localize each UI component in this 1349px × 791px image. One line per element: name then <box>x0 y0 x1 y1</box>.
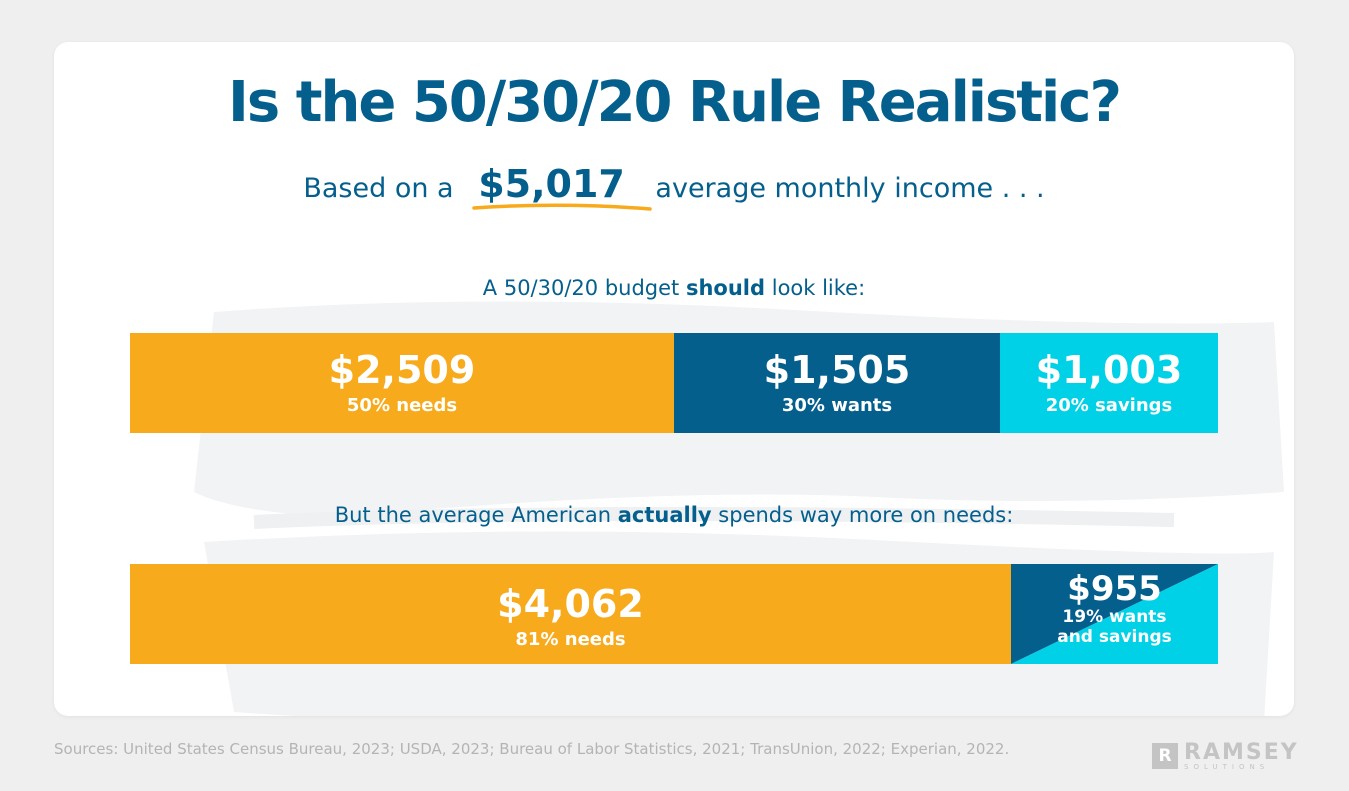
needs-caption: 50% needs <box>346 395 458 416</box>
wants-savings-caption-line1: 19% wants <box>1062 607 1167 627</box>
should-budget-bar: $2,509 50% needs $1,505 30% wants $1,003… <box>130 333 1218 433</box>
infographic-card: Is the 50/30/20 Rule Realistic? Based on… <box>54 42 1294 716</box>
logo-mark: R <box>1152 743 1178 769</box>
subtitle: Based on a $5,017 average monthly income… <box>54 162 1294 211</box>
ramsey-logo: R RAMSEY SOLUTIONS <box>1152 740 1299 773</box>
subtitle-prefix: Based on a <box>303 173 454 204</box>
savings-caption: 20% savings <box>1045 395 1173 416</box>
wants-caption: 30% wants <box>781 395 893 416</box>
should-label-before: A 50/30/20 budget <box>482 276 680 300</box>
actual-label-emphasis: actually <box>617 503 712 527</box>
actual-label-after: spends way more on needs: <box>718 503 1014 527</box>
logo-sub: SOLUTIONS <box>1184 763 1270 771</box>
actual-wants-savings-segment: $955 19% wants and savings <box>1011 564 1218 664</box>
should-label-after: look like: <box>771 276 866 300</box>
subtitle-suffix: average monthly income . . . <box>655 173 1045 204</box>
needs-value: $2,509 <box>328 348 476 392</box>
sources-footnote: Sources: United States Census Bureau, 20… <box>54 740 1010 758</box>
should-label-emphasis: should <box>685 276 766 300</box>
should-budget-label: A 50/30/20 budget should look like: <box>54 276 1294 300</box>
wants-savings-caption-line2: and savings <box>1057 626 1172 647</box>
actual-spending-label: But the average American actually spends… <box>54 503 1294 527</box>
actual-needs-value: $4,062 <box>497 582 644 626</box>
income-amount-value: $5,017 <box>478 162 625 206</box>
savings-segment: $1,003 20% savings <box>1000 333 1218 433</box>
wants-value: $1,505 <box>763 348 911 392</box>
savings-triangle <box>1011 564 1218 664</box>
diagonal-split-fill <box>1011 564 1218 664</box>
actual-label-before: But the average American <box>334 503 612 527</box>
logo-name: RAMSEY <box>1184 740 1299 765</box>
wants-savings-value: $955 <box>1067 569 1162 609</box>
actual-spending-bar: $4,062 81% needs $955 19% wants and savi… <box>130 564 1218 664</box>
actual-needs-caption: 81% needs <box>515 629 626 650</box>
actual-needs-segment: $4,062 81% needs <box>130 564 1011 664</box>
page-title: Is the 50/30/20 Rule Realistic? <box>228 70 1122 135</box>
underline-swoosh <box>472 203 652 211</box>
income-amount: $5,017 <box>472 162 652 211</box>
wants-segment: $1,505 30% wants <box>674 333 1000 433</box>
wants-savings-text: $955 19% wants and savings <box>1011 564 1218 664</box>
needs-segment: $2,509 50% needs <box>130 333 674 433</box>
savings-value: $1,003 <box>1035 348 1183 392</box>
